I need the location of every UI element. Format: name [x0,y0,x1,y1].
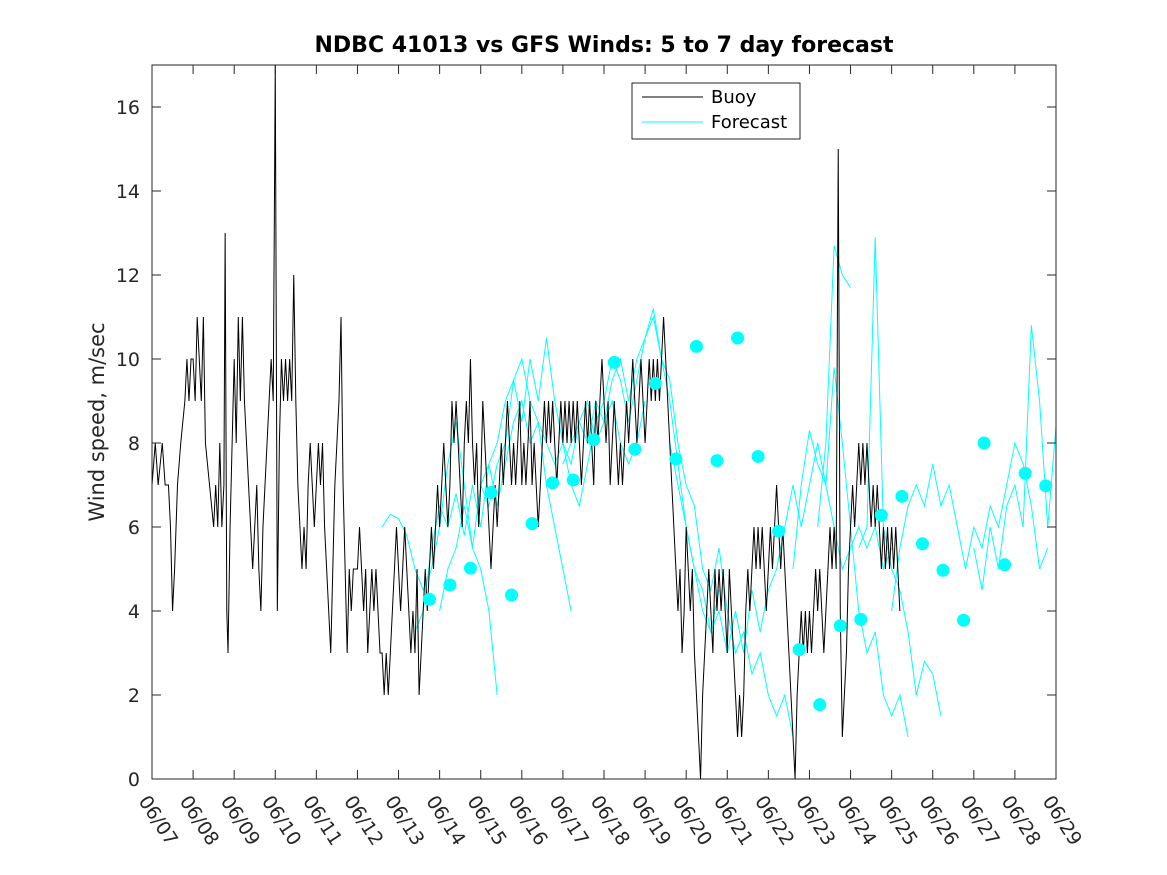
forecast-marker-22 [874,508,888,522]
forecast-marker-12 [669,452,683,466]
forecast-line-7 [817,245,851,528]
legend: Buoy Forecast [631,82,801,140]
forecast-marker-14 [710,454,724,468]
y-tick-label-4: 8 [128,433,140,455]
forecast-marker-27 [977,436,991,450]
forecast-marker-15 [731,331,745,345]
forecast-marker-5 [525,517,539,531]
legend-label-forecast: Forecast [711,112,787,133]
forecast-marker-18 [792,643,806,657]
forecast-marker-10 [628,442,642,456]
legend-box [631,82,801,140]
forecast-marker-21 [854,612,868,626]
forecast-marker-30 [1039,479,1053,493]
forecast-marker-2 [463,561,477,575]
forecast-marker-11 [648,376,662,390]
y-tick-label-1: 2 [128,685,140,707]
forecast-marker-17 [772,524,786,538]
y-tick-label-5: 10 [116,349,140,371]
chart-title: NDBC 41013 vs GFS Winds: 5 to 7 day fore… [315,33,894,58]
buoy-line [151,64,901,780]
forecast-marker-23 [895,489,909,503]
forecast-marker-19 [813,698,827,712]
y-tick-label-0: 0 [128,769,140,791]
forecast-line-8 [858,237,942,717]
forecast-line-9 [891,441,1049,612]
forecast-marker-24 [915,537,929,551]
y-tick-label-7: 14 [116,181,140,203]
forecast-marker-9 [607,355,621,369]
forecast-marker-3 [484,486,498,500]
forecast-marker-6 [546,476,560,490]
forecast-marker-4 [505,588,519,602]
y-tick-label-3: 6 [128,517,140,539]
y-tick-label-2: 4 [128,601,140,623]
y-axis-label: Wind speed, m/sec [85,322,109,521]
forecast-marker-20 [833,619,847,633]
forecast-marker-7 [566,473,580,487]
forecast-marker-1 [443,578,457,592]
forecast-marker-29 [1018,466,1032,480]
y-tick-label-6: 12 [116,265,140,287]
forecast-marker-26 [957,613,971,627]
forecast-marker-8 [587,433,601,447]
legend-label-buoy: Buoy [711,87,757,108]
forecast-line-4 [562,308,794,738]
forecast-marker-25 [936,563,950,577]
series-layer [151,64,1057,780]
forecast-marker-13 [689,339,703,353]
y-tick-label-8: 16 [116,97,140,119]
forecast-line-3 [480,315,720,634]
forecast-marker-0 [422,592,436,606]
forecast-line-10 [973,325,1057,591]
forecast-marker-16 [751,449,765,463]
forecast-line-2 [439,337,646,612]
forecast-marker-28 [998,558,1012,572]
